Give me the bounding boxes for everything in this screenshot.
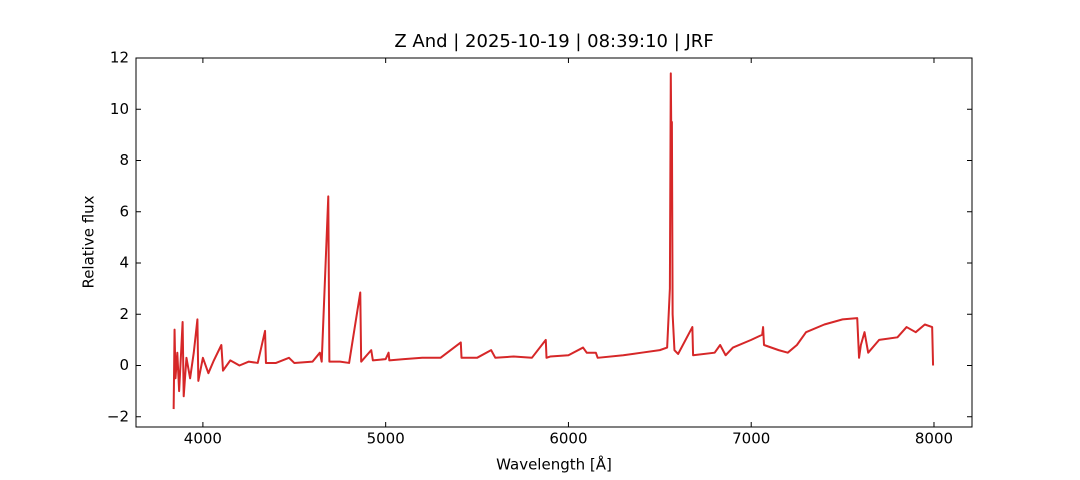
x-axis-label: Wavelength [Å] <box>496 455 612 474</box>
y-tick-label: 10 <box>110 100 129 118</box>
x-tick-label: 4000 <box>184 430 222 448</box>
spectrum-line <box>172 72 935 410</box>
chart-title: Z And | 2025-10-19 | 08:39:10 | JRF <box>394 31 713 52</box>
y-tick-label: 4 <box>119 254 129 272</box>
y-axis-label: Relative flux <box>80 195 98 288</box>
x-tick-label: 7000 <box>732 430 770 448</box>
y-tick-label: 2 <box>119 305 129 323</box>
y-tick-label: 0 <box>119 356 129 374</box>
x-tick-label: 6000 <box>549 430 587 448</box>
x-tick-label: 5000 <box>367 430 405 448</box>
y-tick-label: 8 <box>119 151 129 169</box>
y-tick-label: 12 <box>110 49 129 67</box>
x-tick-label: 8000 <box>915 430 953 448</box>
y-tick-label: −2 <box>107 407 129 425</box>
y-tick-label: 6 <box>119 202 129 220</box>
plot-frame <box>135 57 973 428</box>
